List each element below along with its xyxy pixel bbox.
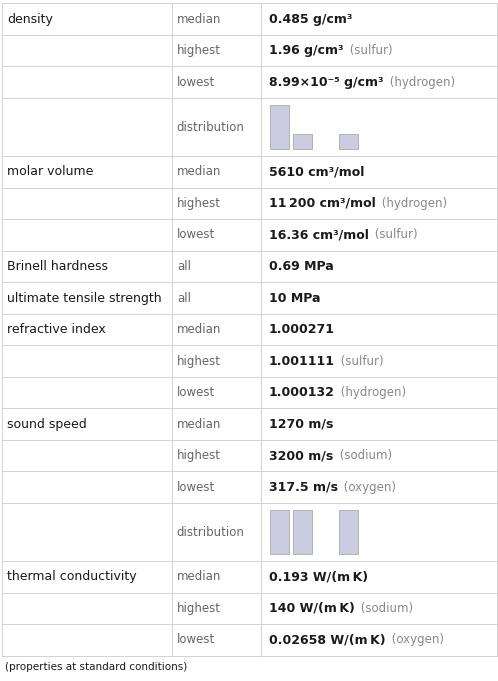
Text: 140 W/(m K): 140 W/(m K) <box>269 602 355 615</box>
Text: highest: highest <box>177 44 221 57</box>
Bar <box>339 510 358 554</box>
Text: (hydrogen): (hydrogen) <box>337 386 406 399</box>
Text: median: median <box>177 417 221 430</box>
Text: 0.485 g/cm³: 0.485 g/cm³ <box>269 13 352 26</box>
Text: 16.36 cm³/mol: 16.36 cm³/mol <box>269 229 369 242</box>
Text: lowest: lowest <box>177 386 215 399</box>
Text: (hydrogen): (hydrogen) <box>386 76 455 89</box>
Text: sound speed: sound speed <box>7 417 87 430</box>
Text: 1.001111: 1.001111 <box>269 355 335 368</box>
Bar <box>270 105 289 149</box>
Text: 317.5 m/s: 317.5 m/s <box>269 481 338 494</box>
Text: median: median <box>177 13 221 26</box>
Text: 0.02658 W/(m K): 0.02658 W/(m K) <box>269 633 385 646</box>
Text: (sulfur): (sulfur) <box>338 355 384 368</box>
Text: molar volume: molar volume <box>7 165 94 178</box>
Text: (sulfur): (sulfur) <box>372 229 418 242</box>
Text: median: median <box>177 571 221 584</box>
Text: 0.193 W/(m K): 0.193 W/(m K) <box>269 571 368 584</box>
Text: highest: highest <box>177 449 221 462</box>
Text: (sodium): (sodium) <box>357 602 413 615</box>
Text: lowest: lowest <box>177 229 215 242</box>
Bar <box>270 510 289 554</box>
Text: (hydrogen): (hydrogen) <box>378 197 447 210</box>
Text: highest: highest <box>177 355 221 368</box>
Text: density: density <box>7 13 53 26</box>
Text: 11 200 cm³/mol: 11 200 cm³/mol <box>269 197 375 210</box>
Bar <box>293 510 312 554</box>
Text: 3200 m/s: 3200 m/s <box>269 449 333 462</box>
Text: Brinell hardness: Brinell hardness <box>7 260 109 273</box>
Text: lowest: lowest <box>177 633 215 646</box>
Text: all: all <box>177 260 191 273</box>
Text: distribution: distribution <box>177 121 245 133</box>
Text: ultimate tensile strength: ultimate tensile strength <box>7 291 162 304</box>
Text: 8.99×10⁻⁵ g/cm³: 8.99×10⁻⁵ g/cm³ <box>269 76 383 89</box>
Text: (sulfur): (sulfur) <box>346 44 392 57</box>
Text: distribution: distribution <box>177 526 245 539</box>
Bar <box>339 134 358 149</box>
Text: refractive index: refractive index <box>7 323 106 336</box>
Text: (oxygen): (oxygen) <box>341 481 396 494</box>
Text: lowest: lowest <box>177 481 215 494</box>
Text: lowest: lowest <box>177 76 215 89</box>
Text: median: median <box>177 165 221 178</box>
Text: 10 MPa: 10 MPa <box>269 291 320 304</box>
Text: highest: highest <box>177 602 221 615</box>
Text: (oxygen): (oxygen) <box>388 633 444 646</box>
Text: 1270 m/s: 1270 m/s <box>269 417 333 430</box>
Text: 5610 cm³/mol: 5610 cm³/mol <box>269 165 365 178</box>
Text: 1.000271: 1.000271 <box>269 323 335 336</box>
Bar <box>293 134 312 149</box>
Text: 1.000132: 1.000132 <box>269 386 335 399</box>
Text: highest: highest <box>177 197 221 210</box>
Text: 0.69 MPa: 0.69 MPa <box>269 260 334 273</box>
Text: (properties at standard conditions): (properties at standard conditions) <box>5 662 187 671</box>
Text: median: median <box>177 323 221 336</box>
Text: 1.96 g/cm³: 1.96 g/cm³ <box>269 44 344 57</box>
Text: (sodium): (sodium) <box>336 449 392 462</box>
Text: thermal conductivity: thermal conductivity <box>7 571 137 584</box>
Text: all: all <box>177 291 191 304</box>
